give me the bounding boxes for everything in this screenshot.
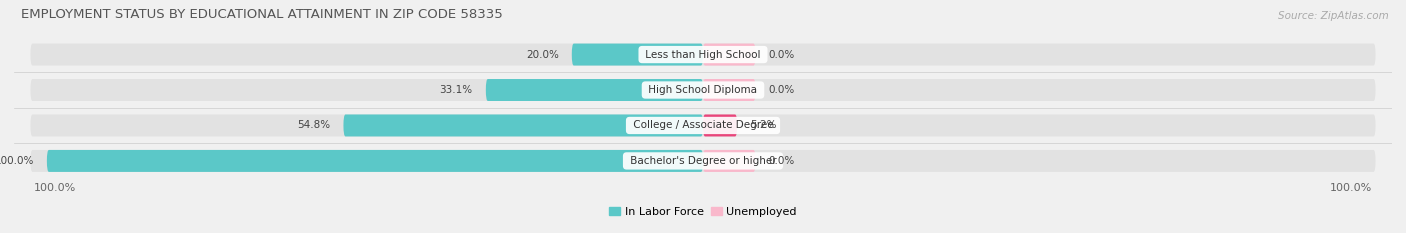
Text: 0.0%: 0.0% [769, 50, 794, 60]
FancyBboxPatch shape [31, 150, 1375, 172]
Text: 0.0%: 0.0% [769, 85, 794, 95]
Text: Bachelor's Degree or higher: Bachelor's Degree or higher [627, 156, 779, 166]
Text: 100.0%: 100.0% [0, 156, 34, 166]
Text: 0.0%: 0.0% [769, 156, 794, 166]
Text: 33.1%: 33.1% [440, 85, 472, 95]
FancyBboxPatch shape [572, 44, 703, 65]
Text: 100.0%: 100.0% [1330, 182, 1372, 192]
FancyBboxPatch shape [31, 114, 1375, 137]
Text: College / Associate Degree: College / Associate Degree [630, 120, 776, 130]
Text: High School Diploma: High School Diploma [645, 85, 761, 95]
Text: 54.8%: 54.8% [297, 120, 330, 130]
FancyBboxPatch shape [46, 150, 703, 172]
Text: Source: ZipAtlas.com: Source: ZipAtlas.com [1278, 11, 1389, 21]
FancyBboxPatch shape [31, 79, 1375, 101]
FancyBboxPatch shape [486, 79, 703, 101]
FancyBboxPatch shape [703, 150, 755, 172]
Legend: In Labor Force, Unemployed: In Labor Force, Unemployed [605, 202, 801, 221]
FancyBboxPatch shape [703, 114, 737, 137]
FancyBboxPatch shape [703, 44, 755, 65]
FancyBboxPatch shape [703, 79, 755, 101]
FancyBboxPatch shape [343, 114, 703, 137]
FancyBboxPatch shape [31, 44, 1375, 65]
Text: 20.0%: 20.0% [526, 50, 558, 60]
Text: EMPLOYMENT STATUS BY EDUCATIONAL ATTAINMENT IN ZIP CODE 58335: EMPLOYMENT STATUS BY EDUCATIONAL ATTAINM… [21, 8, 503, 21]
Text: Less than High School: Less than High School [643, 50, 763, 60]
Text: 100.0%: 100.0% [34, 182, 76, 192]
Text: 5.2%: 5.2% [751, 120, 776, 130]
